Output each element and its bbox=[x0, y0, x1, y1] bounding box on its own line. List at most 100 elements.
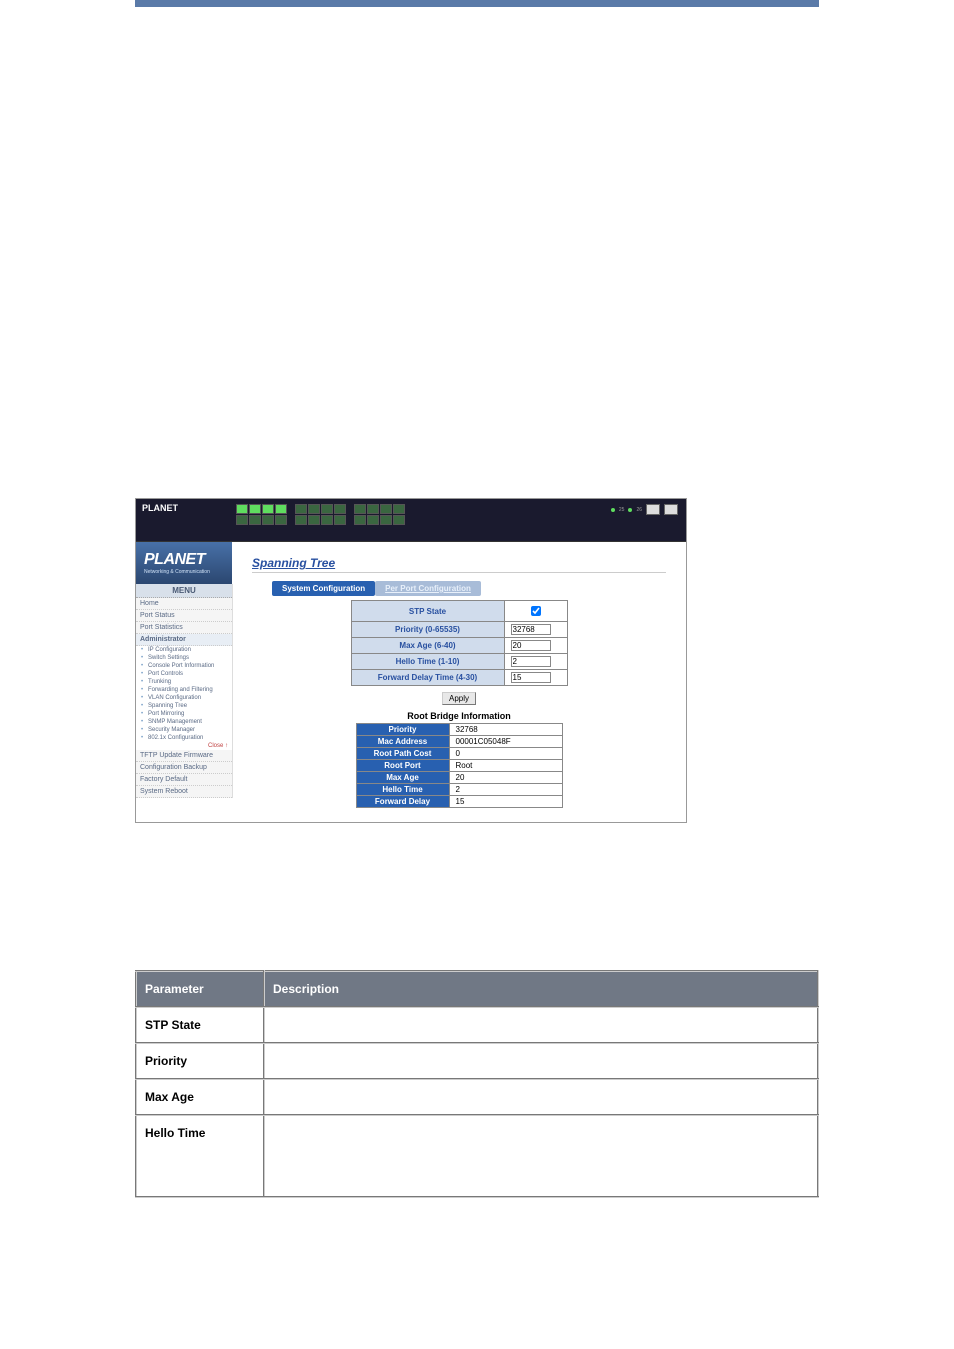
page-title: Spanning Tree bbox=[252, 556, 666, 573]
root-label-root-port: Root Port bbox=[356, 760, 449, 772]
root-label-forward-delay: Forward Delay bbox=[356, 796, 449, 808]
device-logo: PLANET bbox=[142, 503, 178, 513]
port-indicator bbox=[308, 504, 320, 514]
uplink-ports: 25 26 bbox=[611, 504, 678, 515]
port-indicator bbox=[262, 515, 274, 525]
device-brand: PLANET bbox=[142, 503, 178, 513]
sub-port-controls[interactable]: Port Controls bbox=[136, 670, 232, 678]
menu-tftp-update[interactable]: TFTP Update Firmware bbox=[136, 750, 232, 762]
cfg-label-priority: Priority (0-65535) bbox=[351, 622, 504, 638]
root-val-forward-delay: 15 bbox=[449, 796, 562, 808]
port-indicator bbox=[275, 504, 287, 514]
port-indicator bbox=[354, 515, 366, 525]
sub-console-port[interactable]: Console Port Information bbox=[136, 662, 232, 670]
root-label-path-cost: Root Path Cost bbox=[356, 748, 449, 760]
params-description-table: Parameter Description STP State Priority… bbox=[135, 970, 819, 1198]
port-indicator bbox=[295, 504, 307, 514]
port-grid bbox=[236, 504, 405, 525]
device-panel: PLANET bbox=[136, 499, 686, 542]
cfg-label-forward-delay: Forward Delay Time (4-30) bbox=[351, 670, 504, 686]
root-val-priority: 32768 bbox=[449, 724, 562, 736]
root-bridge-title: Root Bridge Information bbox=[252, 711, 666, 721]
port-indicator bbox=[380, 515, 392, 525]
port-indicator bbox=[321, 515, 333, 525]
config-tabs: System Configuration Per Port Configurat… bbox=[272, 581, 666, 596]
port-indicator bbox=[249, 515, 261, 525]
menu-factory-default[interactable]: Factory Default bbox=[136, 774, 232, 786]
uplink-led bbox=[628, 508, 632, 512]
logo-brand: PLANET bbox=[144, 551, 210, 569]
menu-home[interactable]: Home bbox=[136, 598, 232, 610]
root-label-mac: Mac Address bbox=[356, 736, 449, 748]
sub-switch-settings[interactable]: Switch Settings bbox=[136, 654, 232, 662]
param-priority-desc bbox=[264, 1043, 818, 1079]
root-label-priority: Priority bbox=[356, 724, 449, 736]
param-max-age-desc bbox=[264, 1079, 818, 1115]
port-indicator bbox=[308, 515, 320, 525]
port-indicator bbox=[334, 515, 346, 525]
logo-sub: Networking & Communication bbox=[144, 569, 210, 575]
params-header-parameter: Parameter bbox=[136, 971, 264, 1007]
root-label-hello-time: Hello Time bbox=[356, 784, 449, 796]
sidebar-menu: MENU Home Port Status Port Statistics Ad… bbox=[136, 584, 233, 798]
root-val-mac: 00001C05048F bbox=[449, 736, 562, 748]
menu-administrator[interactable]: Administrator bbox=[136, 634, 232, 646]
root-val-path-cost: 0 bbox=[449, 748, 562, 760]
cfg-label-hello-time: Hello Time (1-10) bbox=[351, 654, 504, 670]
port-indicator bbox=[295, 515, 307, 525]
cfg-input-stp-state[interactable] bbox=[531, 606, 541, 616]
sub-snmp[interactable]: SNMP Management bbox=[136, 718, 232, 726]
params-header-description: Description bbox=[264, 971, 818, 1007]
port-indicator bbox=[367, 504, 379, 514]
port-indicator bbox=[262, 504, 274, 514]
menu-port-status[interactable]: Port Status bbox=[136, 610, 232, 622]
uplink-label: 26 bbox=[636, 507, 642, 513]
root-val-max-age: 20 bbox=[449, 772, 562, 784]
port-indicator bbox=[367, 515, 379, 525]
tab-system-config[interactable]: System Configuration bbox=[272, 581, 375, 596]
port-indicator bbox=[275, 515, 287, 525]
sub-8021x[interactable]: 802.1x Configuration bbox=[136, 734, 232, 742]
sub-vlan-config[interactable]: VLAN Configuration bbox=[136, 694, 232, 702]
menu-close[interactable]: Close ↑ bbox=[136, 742, 232, 750]
cfg-input-priority[interactable] bbox=[511, 624, 551, 635]
logo-panel: PLANET Networking & Communication bbox=[136, 542, 232, 584]
tab-per-port-config[interactable]: Per Port Configuration bbox=[375, 581, 481, 596]
router-admin-screenshot: PLANET bbox=[135, 498, 687, 823]
uplink-label: 25 bbox=[619, 507, 625, 513]
port-indicator bbox=[334, 504, 346, 514]
sub-ip-config[interactable]: IP Configuration bbox=[136, 646, 232, 654]
port-indicator bbox=[380, 504, 392, 514]
uplink-port bbox=[664, 504, 678, 515]
sub-forwarding[interactable]: Forwarding and Filtering bbox=[136, 686, 232, 694]
root-bridge-table: Priority32768 Mac Address00001C05048F Ro… bbox=[356, 723, 563, 808]
cfg-label-stp-state: STP State bbox=[351, 601, 504, 622]
port-indicator bbox=[354, 504, 366, 514]
cfg-input-forward-delay[interactable] bbox=[511, 672, 551, 683]
menu-config-backup[interactable]: Configuration Backup bbox=[136, 762, 232, 774]
root-label-max-age: Max Age bbox=[356, 772, 449, 784]
sub-port-mirroring[interactable]: Port Mirroring bbox=[136, 710, 232, 718]
port-indicator bbox=[236, 504, 248, 514]
root-val-hello-time: 2 bbox=[449, 784, 562, 796]
menu-system-reboot[interactable]: System Reboot bbox=[136, 786, 232, 798]
param-priority: Priority bbox=[136, 1043, 264, 1079]
uplink-port bbox=[646, 504, 660, 515]
param-stp-state: STP State bbox=[136, 1007, 264, 1043]
cfg-input-max-age[interactable] bbox=[511, 640, 551, 651]
root-val-root-port: Root bbox=[449, 760, 562, 772]
sub-spanning-tree[interactable]: Spanning Tree bbox=[136, 702, 232, 710]
menu-port-statistics[interactable]: Port Statistics bbox=[136, 622, 232, 634]
param-hello-time-desc bbox=[264, 1115, 818, 1197]
port-indicator bbox=[236, 515, 248, 525]
port-indicator bbox=[321, 504, 333, 514]
port-indicator bbox=[393, 515, 405, 525]
sub-security-manager[interactable]: Security Manager bbox=[136, 726, 232, 734]
menu-header: MENU bbox=[136, 584, 232, 598]
cfg-input-hello-time[interactable] bbox=[511, 656, 551, 667]
sub-trunking[interactable]: Trunking bbox=[136, 678, 232, 686]
port-indicator bbox=[393, 504, 405, 514]
param-stp-state-desc bbox=[264, 1007, 818, 1043]
apply-button[interactable]: Apply bbox=[442, 692, 476, 705]
param-hello-time: Hello Time bbox=[136, 1115, 264, 1197]
